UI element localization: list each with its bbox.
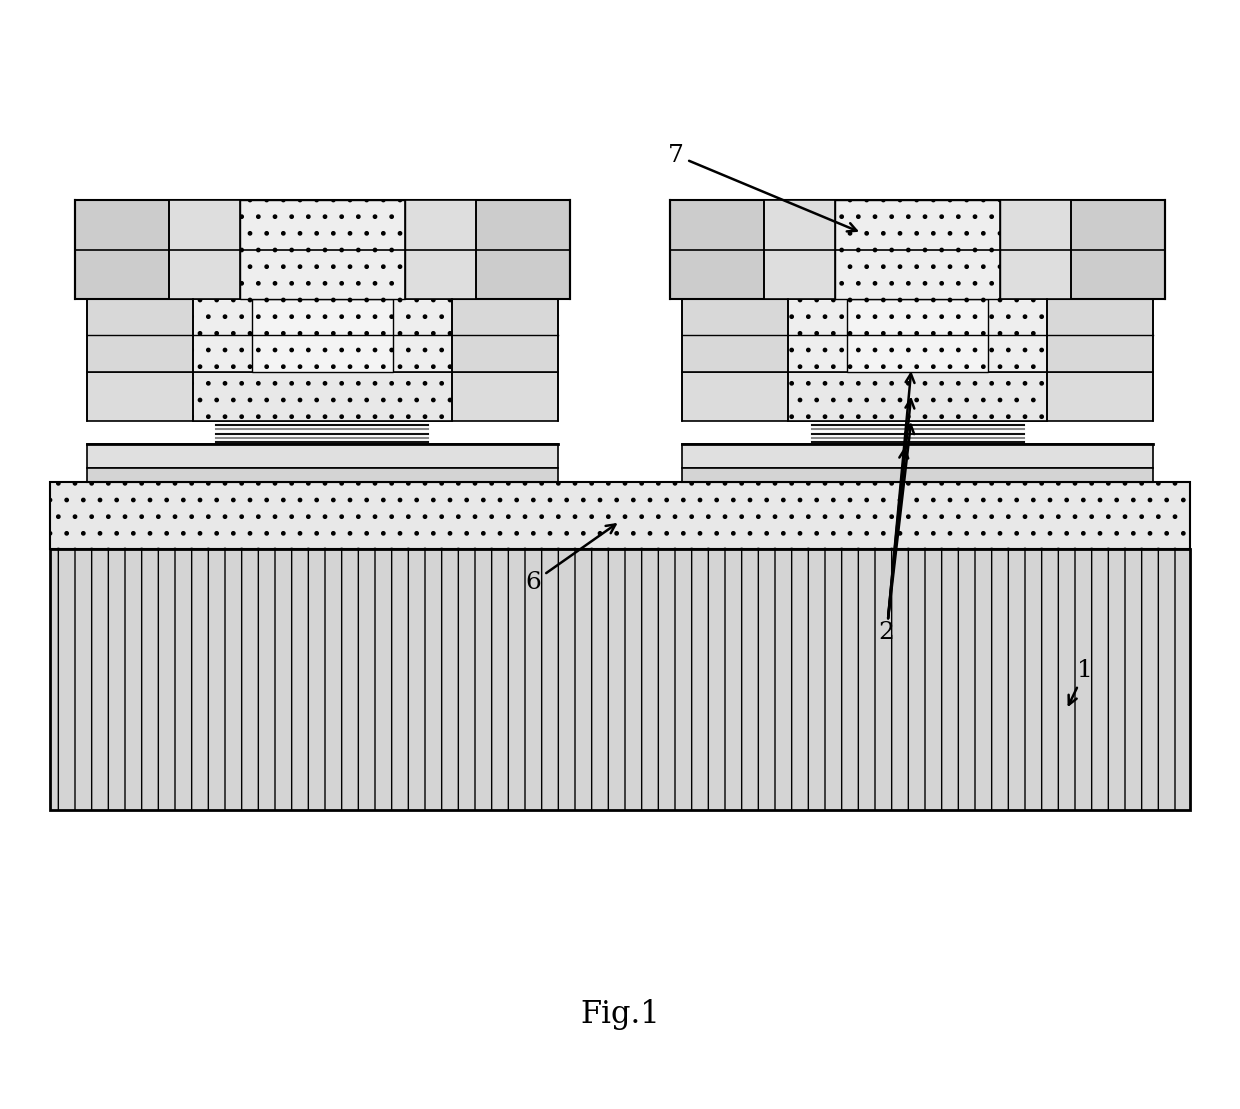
Bar xyxy=(74,200,570,299)
Bar xyxy=(682,468,1153,482)
Bar xyxy=(50,482,1190,549)
Text: Fig.1: Fig.1 xyxy=(580,999,660,1030)
Bar xyxy=(193,299,453,372)
Bar xyxy=(87,372,558,421)
Bar xyxy=(847,299,988,372)
Bar xyxy=(682,299,1153,372)
Text: 2: 2 xyxy=(879,449,908,643)
Bar xyxy=(87,468,558,482)
Bar xyxy=(87,444,558,468)
Bar xyxy=(789,299,1047,372)
Bar xyxy=(670,200,1166,299)
Bar xyxy=(764,200,1070,299)
Bar xyxy=(169,200,476,299)
Bar xyxy=(682,372,1153,421)
Bar xyxy=(50,549,1190,810)
Bar xyxy=(87,299,558,372)
Bar xyxy=(789,372,1047,421)
Text: 7: 7 xyxy=(668,144,857,232)
Bar xyxy=(241,200,404,299)
Bar xyxy=(252,299,393,372)
Text: 1: 1 xyxy=(1069,660,1092,704)
Bar xyxy=(836,200,999,299)
Bar xyxy=(193,372,453,421)
Bar xyxy=(682,444,1153,468)
Text: 6: 6 xyxy=(526,525,615,593)
